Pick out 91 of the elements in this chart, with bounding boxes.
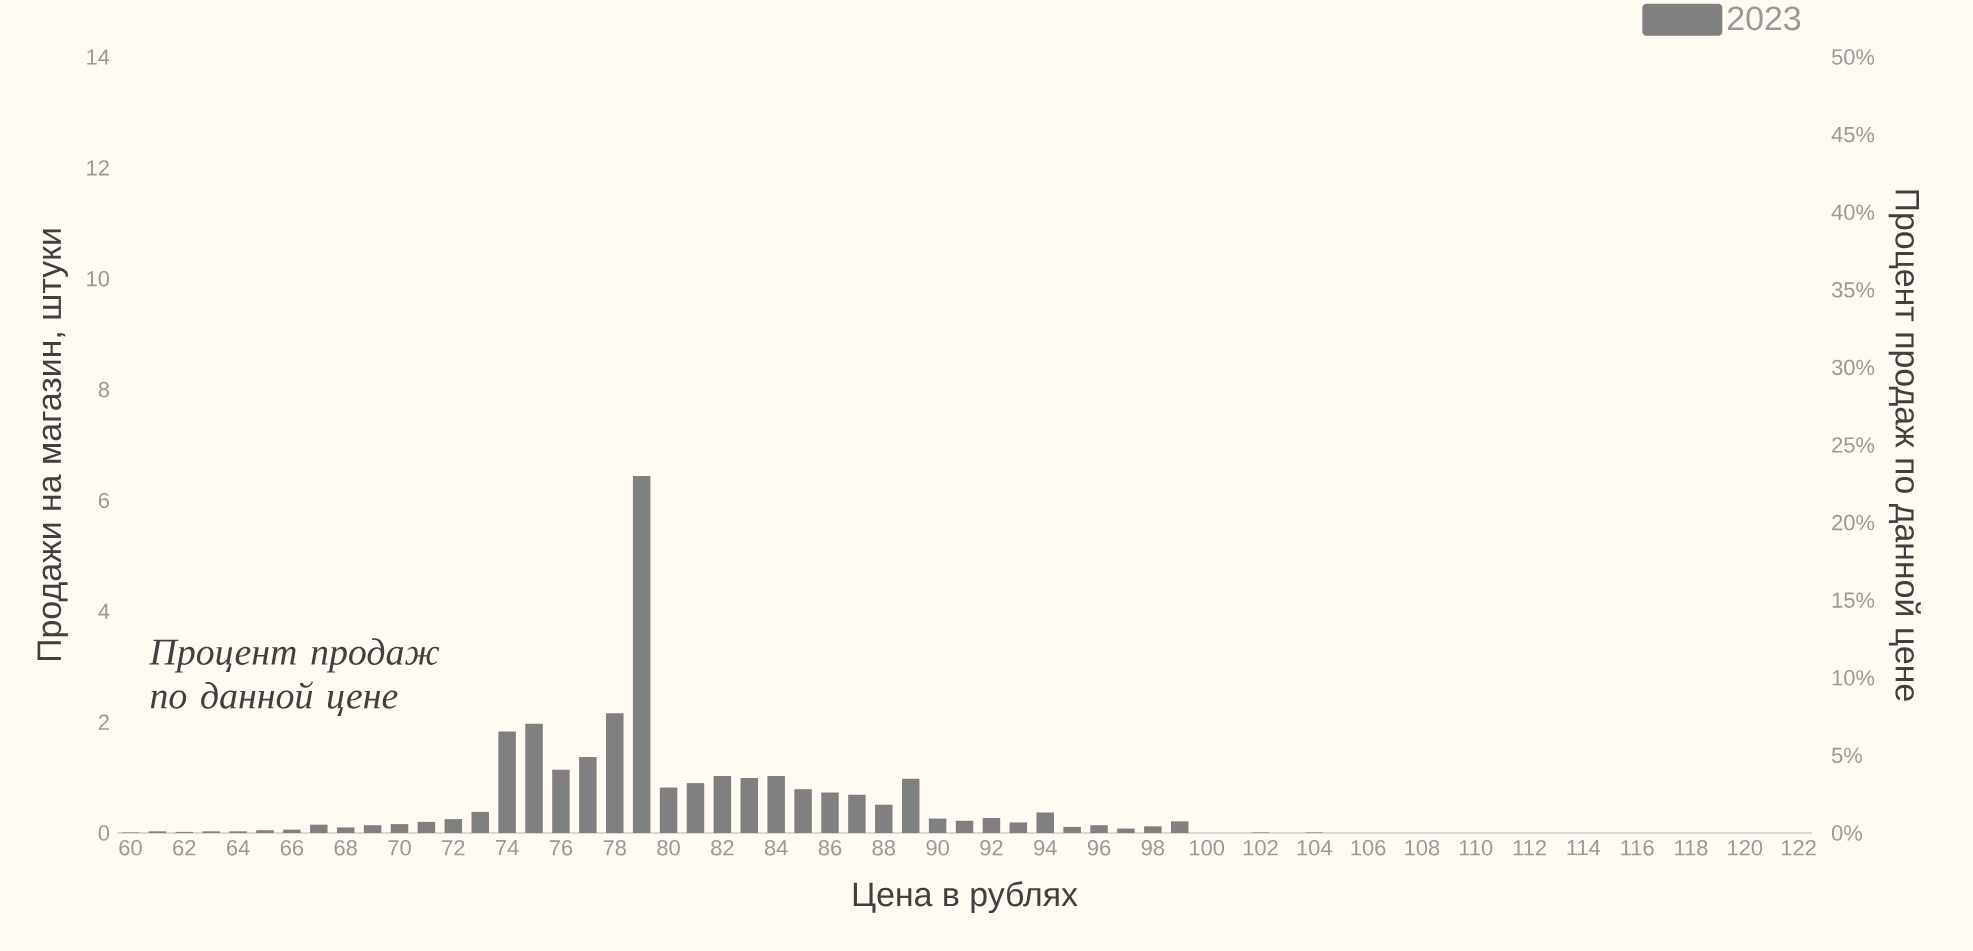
y2-tick-label: 0% — [1831, 825, 1862, 841]
x-tick-label: 68 — [334, 840, 357, 856]
y2-tick-label: 45% — [1831, 126, 1875, 143]
bar — [1063, 826, 1081, 833]
x-tick-label: 70 — [388, 840, 411, 856]
bar — [256, 830, 274, 833]
x-tick-label: 80 — [657, 840, 680, 856]
y2-tick-label: 5% — [1831, 747, 1862, 764]
x-tick-label: 62 — [173, 840, 196, 856]
bar — [283, 829, 301, 833]
x-tick-label: 102 — [1243, 840, 1278, 856]
bar — [1171, 821, 1189, 833]
x-tick-label: 86 — [818, 840, 842, 856]
x-tick-label: 98 — [1141, 840, 1165, 856]
y-axis-title: Продажи на магазин, штуки — [37, 229, 68, 661]
y-tick-label: 8 — [98, 381, 109, 398]
legend-label: 2023 — [1728, 6, 1801, 31]
y2-tick-label: 25% — [1832, 437, 1875, 453]
bar — [552, 769, 570, 833]
bar — [848, 794, 866, 833]
y2-axis-title: Процент продаж по данной цене — [1888, 190, 1921, 701]
y-tick-label: 6 — [98, 492, 109, 509]
x-tick-label: 82 — [711, 840, 734, 856]
bar — [1036, 812, 1054, 833]
x-tick-label: 122 — [1781, 840, 1816, 856]
y2-tick-label: 50% — [1831, 49, 1875, 65]
x-tick-label: 116 — [1621, 840, 1654, 856]
x-tick-label: 118 — [1675, 840, 1708, 856]
bar — [794, 789, 812, 833]
bar — [632, 476, 651, 833]
y2-tick-label: 15% — [1832, 592, 1875, 608]
bar — [498, 731, 516, 833]
bar — [1117, 828, 1135, 833]
bar — [1144, 826, 1162, 833]
x-tick-label: 76 — [549, 840, 573, 856]
x-tick-label: 90 — [926, 840, 949, 856]
y-tick-label: 12 — [87, 160, 109, 176]
bar — [821, 792, 839, 833]
x-tick-label: 120 — [1728, 840, 1763, 856]
x-axis-title: Цена в рублях — [853, 881, 1078, 914]
bar — [1009, 822, 1028, 833]
bar — [901, 778, 920, 833]
x-tick-label: 108 — [1405, 840, 1440, 856]
bar — [444, 819, 463, 833]
bar — [363, 825, 382, 833]
bar — [686, 783, 705, 833]
bar — [579, 757, 597, 833]
x-tick-label: 96 — [1087, 840, 1111, 856]
x-tick-label: 84 — [764, 840, 788, 856]
annotation: Процент продаж по данной цене — [149, 638, 440, 716]
bar — [767, 775, 785, 833]
y2-tick-label: 30% — [1831, 359, 1875, 376]
x-tick-label: 92 — [980, 840, 1003, 856]
bar — [525, 723, 543, 833]
y-tick-label: 2 — [98, 714, 109, 730]
x-tick-label: 104 — [1297, 840, 1332, 856]
x-tick-label: 64 — [227, 840, 250, 856]
bar — [713, 775, 732, 833]
y2-tick-label: 10% — [1832, 670, 1875, 686]
bar — [310, 824, 328, 833]
bar — [417, 821, 436, 833]
x-tick-label: 78 — [603, 840, 626, 856]
bar — [390, 824, 409, 833]
y-tick-label: 10 — [87, 270, 110, 287]
bar — [606, 713, 624, 833]
x-tick-label: 60 — [119, 840, 142, 856]
bar — [928, 818, 947, 833]
y2-tick-label: 40% — [1831, 204, 1875, 220]
x-tick-label: 110 — [1459, 840, 1493, 856]
y-tick-label: 0 — [98, 825, 110, 841]
x-tick-label: 100 — [1190, 840, 1225, 856]
bar — [982, 818, 1001, 833]
bar — [471, 811, 489, 833]
x-tick-label: 114 — [1567, 840, 1601, 856]
x-tick-label: 112 — [1513, 840, 1546, 856]
bar — [955, 820, 974, 833]
x-tick-label: 66 — [280, 840, 304, 856]
x-tick-label: 88 — [872, 840, 896, 856]
bar — [875, 804, 893, 833]
bar — [740, 778, 759, 833]
bar — [336, 827, 355, 833]
y-tick-label: 4 — [98, 603, 110, 619]
x-tick-label: 72 — [442, 840, 465, 856]
x-tick-label: 74 — [496, 840, 519, 856]
bar — [1090, 825, 1108, 833]
y2-tick-label: 20% — [1832, 514, 1875, 531]
x-tick-label: 94 — [1034, 840, 1057, 856]
x-tick-label: 106 — [1351, 840, 1386, 856]
bar — [659, 787, 678, 833]
y-tick-label: 14 — [87, 49, 110, 65]
y2-tick-label: 35% — [1831, 282, 1875, 298]
